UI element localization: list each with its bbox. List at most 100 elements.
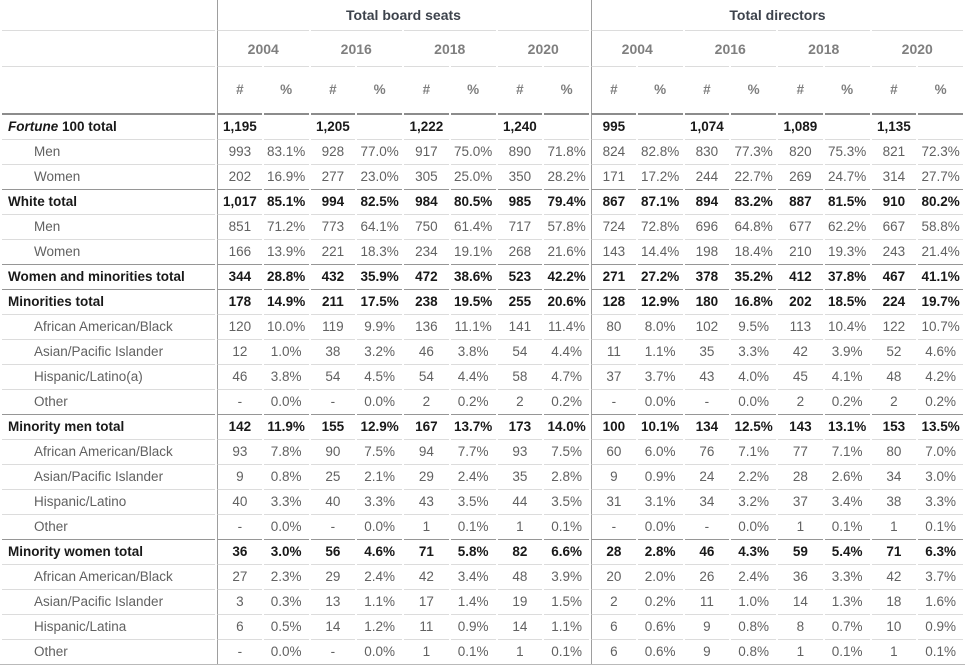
cell: 3.9%: [544, 564, 589, 589]
cell: 20: [591, 564, 636, 589]
cell: 40: [217, 489, 262, 514]
cell: 102: [684, 314, 730, 339]
cell: 202: [217, 164, 262, 189]
cell: 0.0%: [637, 389, 683, 414]
cell: 2.4%: [450, 464, 496, 489]
cell: 21.6%: [544, 239, 589, 264]
cell: 0.3%: [263, 589, 309, 614]
cell: 136: [404, 314, 449, 339]
cell: 155: [310, 414, 356, 439]
cell: 1,205: [310, 113, 356, 139]
cell: 0.2%: [918, 389, 963, 414]
cell: 14.4%: [637, 239, 683, 264]
cell: 35: [684, 339, 730, 364]
cell: 0.0%: [731, 389, 776, 414]
cell: 85.1%: [263, 189, 309, 214]
year-header: 2016: [310, 30, 402, 66]
row-label: Minorities total: [2, 289, 215, 314]
cell: 11: [591, 339, 636, 364]
cell: 2: [871, 389, 917, 414]
row-label: Asian/Pacific Islander: [2, 339, 215, 364]
cell: 90: [310, 439, 356, 464]
row-label: Minority women total: [2, 539, 215, 564]
cell: -: [217, 514, 262, 539]
cell: 13.5%: [918, 414, 963, 439]
cell: 34: [684, 489, 730, 514]
cell: [357, 113, 402, 139]
cell: 173: [497, 414, 543, 439]
cell: 1: [871, 514, 917, 539]
cell: 2.6%: [824, 464, 870, 489]
cell: 1: [778, 514, 823, 539]
cell: 894: [684, 189, 730, 214]
cell: 8: [778, 614, 823, 639]
cell: 37.8%: [824, 264, 870, 289]
cell: 19.7%: [918, 289, 963, 314]
table-row: Minority women total 36 3.0% 56 4.6% 71 5.8% 82…: [2, 539, 963, 564]
cell: 119: [310, 314, 356, 339]
cell: 677: [778, 214, 823, 239]
table-row: Fortune 100 total 1,195 1,205 1,222 1,240 995…: [2, 113, 963, 139]
cell: 6: [591, 614, 636, 639]
cell: 1.6%: [918, 589, 963, 614]
cell: 9.9%: [357, 314, 402, 339]
cell: 4.1%: [824, 364, 870, 389]
cell: 10.7%: [918, 314, 963, 339]
cell: 134: [684, 414, 730, 439]
cell: 1: [404, 514, 449, 539]
cell: 81.5%: [824, 189, 870, 214]
measure-header: %: [450, 66, 496, 113]
cell: 22.7%: [731, 164, 776, 189]
cell: 269: [778, 164, 823, 189]
cell: 1,089: [778, 113, 823, 139]
cell: 523: [497, 264, 543, 289]
cell: 10.0%: [263, 314, 309, 339]
cell: -: [591, 389, 636, 414]
cell: 3.4%: [450, 564, 496, 589]
cell: 35.2%: [731, 264, 776, 289]
label-column-spacer: [2, 66, 215, 113]
cell: 0.1%: [824, 514, 870, 539]
cell: 4.2%: [918, 364, 963, 389]
cell: 28.2%: [544, 164, 589, 189]
cell: 141: [497, 314, 543, 339]
measure-header: %: [918, 66, 963, 113]
cell: 0.0%: [263, 514, 309, 539]
row-label: Hispanic/Latina: [2, 614, 215, 639]
cell: 13: [310, 589, 356, 614]
cell: 18.5%: [824, 289, 870, 314]
cell: 3.7%: [637, 364, 683, 389]
cell: 221: [310, 239, 356, 264]
cell: 27.7%: [918, 164, 963, 189]
table-row: Other -0.0% -0.0% 1 0.1% 1 0.1% 6 0.6% 9 0.8% 1 0.1%…: [2, 639, 963, 664]
cell: 75.0%: [450, 139, 496, 164]
year-header-row: 2004 2016 2018 2020 2004 2016 2018 2020: [2, 30, 963, 66]
table-row: Minority men total 142 11.9% 155 12.9% 167 13.…: [2, 414, 963, 439]
cell: 26: [684, 564, 730, 589]
cell: 128: [591, 289, 636, 314]
cell: 2: [497, 389, 543, 414]
year-header: 2020: [497, 30, 589, 66]
cell: 75.3%: [824, 139, 870, 164]
cell: 7.1%: [824, 439, 870, 464]
cell: 6: [591, 639, 636, 664]
year-header: 2004: [217, 30, 309, 66]
cell: -: [217, 639, 262, 664]
cell: 4.6%: [918, 339, 963, 364]
cell: 2: [404, 389, 449, 414]
row-label: Hispanic/Latino: [2, 489, 215, 514]
cell: 13.7%: [450, 414, 496, 439]
cell: 62.2%: [824, 214, 870, 239]
table-row: African American/Black 93 7.8% 90 7.5% 94 7.7%…: [2, 439, 963, 464]
cell: 994: [310, 189, 356, 214]
table-row: African American/Black 27 2.3% 29 2.4% 42 3.4%…: [2, 564, 963, 589]
row-label: White total: [2, 189, 215, 214]
cell: 12.5%: [731, 414, 776, 439]
cell: 80: [871, 439, 917, 464]
cell: 1.1%: [544, 614, 589, 639]
cell: 773: [310, 214, 356, 239]
year-header: 2018: [778, 30, 870, 66]
year-header: 2018: [404, 30, 496, 66]
cell: 42.2%: [544, 264, 589, 289]
